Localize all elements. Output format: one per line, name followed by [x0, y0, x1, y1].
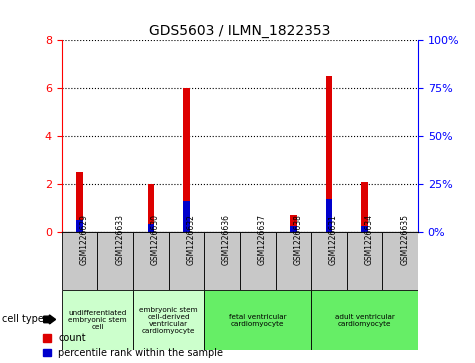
Bar	[311, 232, 347, 290]
Text: undifferentiated
embryonic stem
cell: undifferentiated embryonic stem cell	[68, 310, 127, 330]
Text: fetal ventricular
cardiomyocyte: fetal ventricular cardiomyocyte	[229, 314, 286, 327]
Bar	[361, 182, 368, 232]
Bar	[148, 184, 154, 232]
Text: embryonic stem
cell-derived
ventricular
cardiomyocyte: embryonic stem cell-derived ventricular …	[139, 307, 198, 334]
Bar	[311, 290, 418, 350]
Bar	[382, 232, 418, 290]
Bar	[62, 290, 133, 350]
Text: GSM1226637: GSM1226637	[257, 214, 266, 265]
Bar	[347, 232, 382, 290]
Bar	[148, 224, 154, 232]
Bar	[133, 232, 169, 290]
Bar	[76, 220, 83, 232]
Text: GSM1226634: GSM1226634	[365, 214, 373, 265]
Bar	[133, 290, 204, 350]
Text: GSM1226636: GSM1226636	[222, 214, 231, 265]
Text: GSM1226630: GSM1226630	[151, 214, 160, 265]
Bar	[97, 232, 133, 290]
Bar	[240, 232, 276, 290]
Bar	[326, 199, 332, 232]
Bar	[290, 226, 296, 232]
Text: GSM1226635: GSM1226635	[400, 214, 409, 265]
Bar	[276, 232, 311, 290]
Bar	[62, 232, 97, 290]
Bar	[204, 232, 240, 290]
Text: GSM1226629: GSM1226629	[80, 214, 88, 265]
Title: GDS5603 / ILMN_1822353: GDS5603 / ILMN_1822353	[149, 24, 331, 37]
Legend: count, percentile rank within the sample: count, percentile rank within the sample	[43, 333, 223, 358]
Text: GSM1226632: GSM1226632	[186, 214, 195, 265]
Text: GSM1226638: GSM1226638	[293, 214, 302, 265]
Text: adult ventricular
cardiomyocyte: adult ventricular cardiomyocyte	[334, 314, 395, 327]
Bar	[290, 216, 296, 232]
Text: cell type: cell type	[2, 314, 44, 325]
Bar	[169, 232, 204, 290]
Bar	[183, 201, 190, 232]
Text: GSM1226633: GSM1226633	[115, 214, 124, 265]
Bar	[361, 226, 368, 232]
Text: GSM1226631: GSM1226631	[329, 214, 338, 265]
Bar	[183, 88, 190, 232]
Bar	[76, 172, 83, 232]
Bar	[204, 290, 311, 350]
Bar	[326, 76, 332, 232]
